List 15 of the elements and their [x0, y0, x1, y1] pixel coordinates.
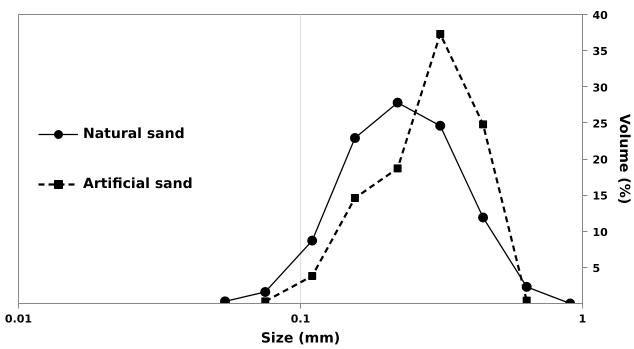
x-tick-label: 0.1 [290, 312, 310, 326]
x-axis-title: Size (mm) [260, 330, 340, 346]
x-tick-label: 1 [578, 312, 586, 326]
legend-label: Natural sand [83, 126, 185, 142]
legend-label: Artificial sand [83, 176, 193, 192]
y-tick-label: 35 [592, 45, 608, 58]
y-axis-title: Volume (%) [616, 114, 632, 204]
y-tick-label: 15 [592, 190, 608, 203]
y-tick-label: 20 [592, 154, 608, 166]
y-tick-label: 10 [592, 226, 608, 239]
y-tick-label: 30 [592, 81, 608, 94]
x-tick-label: 0.01 [4, 312, 32, 326]
y-tick-label: 40 [592, 9, 608, 22]
y-tick-label: 25 [592, 117, 608, 130]
y-tick-label: 5 [592, 262, 600, 275]
